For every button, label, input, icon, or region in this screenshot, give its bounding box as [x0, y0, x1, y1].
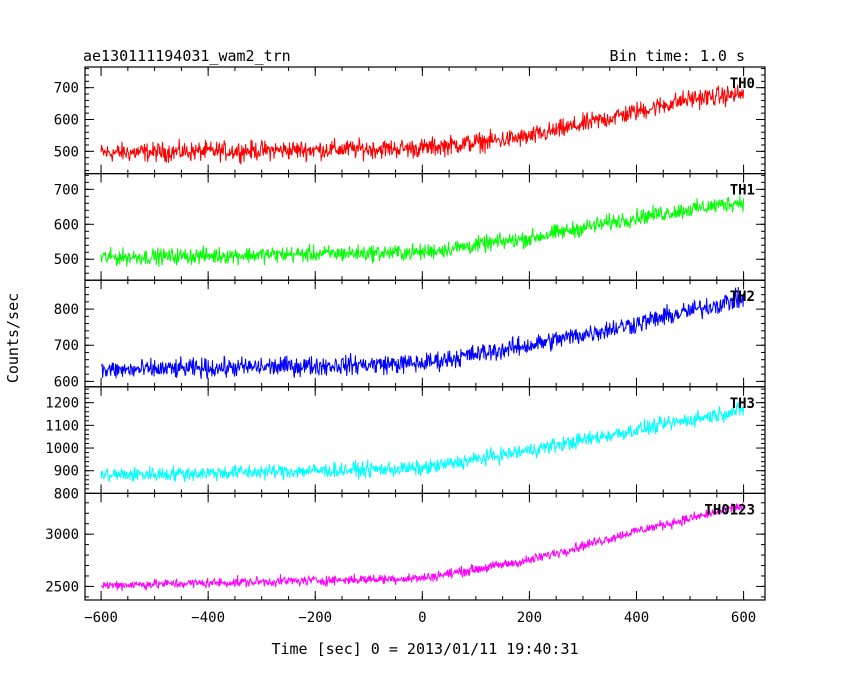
x-tick-label: −200 [298, 610, 332, 626]
x-tick-label: 200 [517, 610, 542, 626]
y-axis-label: Counts/sec [4, 293, 22, 383]
y-tick-label: 700 [54, 338, 79, 354]
x-axis-label: Time [sec] 0 = 2013/01/11 19:40:31 [271, 640, 578, 658]
panel-frame [84, 492, 766, 601]
y-tick-label: 1200 [45, 396, 79, 412]
panels: 500 600 700 TH0 500 600 700 TH1 600 700 800 TH2 800 9… [45, 66, 766, 601]
panel-frame [84, 66, 766, 175]
panel-th0: 500 600 700 TH0 [54, 66, 766, 175]
y-tick-label: 700 [54, 81, 79, 97]
x-tick-label: 0 [418, 610, 426, 626]
y-tick-label: 3000 [45, 527, 79, 543]
panel-label-th0: TH0 [730, 76, 755, 92]
panel-th3: 800 900 1000 1100 1200 TH3 [45, 386, 766, 502]
panel-th1: 500 600 700 TH1 [54, 173, 766, 281]
panel-frame [84, 173, 766, 281]
series-th1-line [100, 195, 745, 267]
y-tick-label: 800 [54, 486, 79, 502]
y-tick-label: 2500 [45, 579, 79, 595]
series-th2-line [100, 286, 745, 379]
x-tick-label: −400 [191, 610, 225, 626]
x-tick-label: 600 [731, 610, 756, 626]
y-tick-label: 600 [54, 217, 79, 233]
x-tick-label: 400 [624, 610, 649, 626]
x-tick-label: −600 [84, 610, 118, 626]
series-th3-line [100, 402, 745, 483]
bin-time-label: Bin time: 1.0 s [610, 47, 745, 65]
y-tick-label: 500 [54, 144, 79, 160]
series-th0-line [100, 84, 745, 165]
y-tick-label: 600 [54, 113, 79, 129]
x-axis: −600 −400 −200 0 200 400 600 [84, 610, 756, 626]
chart-title: ae130111194031_wam2_trn [83, 47, 291, 65]
panel-label-th2: TH2 [730, 289, 755, 305]
panel-label-th0123: TH0123 [704, 502, 755, 518]
y-tick-label: 500 [54, 252, 79, 268]
panel-th2: 600 700 800 TH2 [54, 279, 766, 390]
panel-th0123: 2500 3000 TH0123 [45, 492, 766, 601]
y-tick-label: 900 [54, 464, 79, 480]
series-th0123-line [100, 502, 744, 592]
y-tick-label: 700 [54, 182, 79, 198]
panel-label-th1: TH1 [730, 183, 755, 199]
y-tick-label: 600 [54, 374, 79, 390]
y-tick-label: 1100 [45, 418, 79, 434]
y-tick-label: 800 [54, 302, 79, 318]
y-tick-label: 1000 [45, 441, 79, 457]
panel-label-th3: TH3 [730, 396, 755, 412]
